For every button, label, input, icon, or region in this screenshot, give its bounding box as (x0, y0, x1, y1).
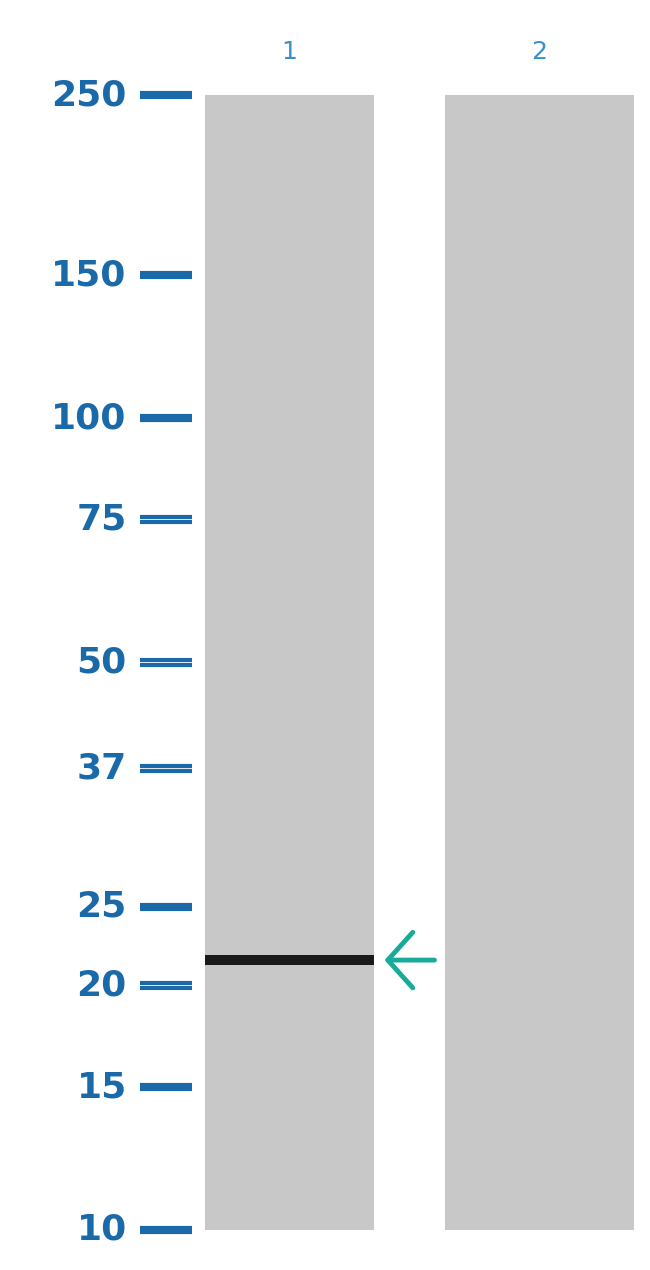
Text: 75: 75 (77, 503, 127, 536)
Text: 2: 2 (532, 39, 547, 64)
Bar (445, 95, 634, 1231)
Bar (205, 95, 374, 1231)
Text: 37: 37 (77, 752, 127, 786)
Text: 1: 1 (281, 39, 297, 64)
Text: 10: 10 (77, 1213, 127, 1247)
Text: 150: 150 (51, 258, 127, 292)
Text: 20: 20 (77, 969, 127, 1002)
Text: 250: 250 (51, 77, 127, 112)
Text: 100: 100 (51, 401, 127, 436)
Text: 50: 50 (77, 645, 127, 679)
Text: 15: 15 (77, 1071, 127, 1104)
Text: 25: 25 (77, 890, 127, 923)
Bar (205, 955, 374, 965)
